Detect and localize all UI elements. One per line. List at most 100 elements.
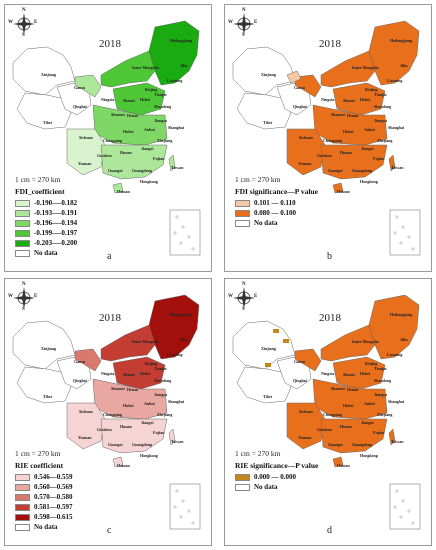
region-south-shape [100,144,168,180]
island-marker [399,515,403,519]
region-label-jiangsu: Jiangsu [374,392,388,397]
region-label-liaoning: Liaoning [387,78,403,83]
region-label-anhui: Anhui [144,401,155,406]
region-tibet-shape [16,92,72,130]
region-label-heilongjiang: Heilongjiang [170,312,193,317]
region-label-yunnan: Yunnan [78,435,92,440]
region-label-henan: Henan [127,113,139,118]
legend-swatch [15,209,30,217]
region-label-hunan: Hunan [120,424,132,429]
legend-swatch [235,219,250,227]
region-label-gansu: Gansu [74,85,86,90]
region-label-hainan: Hainan [337,189,350,194]
region-label-guangdong: Guangdong [352,442,373,447]
region-gansu-shape [74,348,102,372]
region-label-hainan: Hainan [337,463,350,468]
region-label-heilongjiang: Heilongjiang [390,312,413,317]
region-label-yunnan: Yunnan [298,435,312,440]
region-northeast-shape [148,294,200,360]
legend-label: No data [254,219,278,227]
island-marker [175,215,179,219]
region-label-fujian: Fujian [153,156,165,161]
legend-swatch [15,219,30,227]
region-north-shape [332,82,386,116]
region-label-inner_mongolia: Inner Mongolia [352,65,379,70]
year-label: 2018 [99,38,121,50]
legend-swatch [15,483,30,491]
region-label-hebei: Hebei [140,97,150,102]
region-label-hubei: Hubei [123,403,134,408]
legend-label: No data [254,483,278,491]
region-label-yunnan: Yunnan [78,161,92,166]
map-legend: RIE significance—P value 0.000 — 0.000 No … [235,461,318,492]
region-label-guizhou: Guizhou [97,153,112,158]
legend-swatch [15,229,30,237]
region-label-shandong: Shandong [374,378,392,383]
legend-label: -0.203—-0.200 [34,239,78,247]
region-label-yunnan: Yunnan [298,161,312,166]
region-label-jilin: Jilin [400,63,408,68]
region-taiwan-shape [168,154,176,172]
compass-w-label: W [8,294,13,299]
legend-label: 0.598—0.615 [34,513,73,521]
legend-row: -0.199—-0.197 [15,228,77,238]
region-taiwan-shape [168,428,176,446]
island-marker [407,509,411,513]
region-label-xinjiang: Xinjiang [261,346,276,351]
region-label-gansu: Gansu [294,359,306,364]
region-label-liaoning: Liaoning [167,78,183,83]
legend-label: 0.101 — 0.110 [254,199,296,207]
island-marker [187,235,191,239]
region-label-sichuan: Sichuan [299,409,313,414]
region-label-shanghai: Shanghai [388,125,405,130]
legend-swatch [15,503,30,511]
region-label-tibet: Tibet [43,120,53,125]
legend-title: RIE significance—P value [235,461,319,470]
island-marker [179,241,183,245]
island-marker [411,247,415,251]
island-marker [175,489,179,493]
region-inner-mongolia-shape [320,50,376,88]
region-label-guangxi: Guangxi [108,168,123,173]
region-label-ningxia: Ningxia [101,97,115,102]
region-label-tibet: Tibet [263,120,273,125]
region-north-shape [332,356,386,390]
region-northeast-shape [368,294,420,360]
legend-row: 0.598—0.615 [15,512,73,522]
region-label-guangxi: Guangxi [328,168,343,173]
region-label-ningxia: Ningxia [101,371,115,376]
region-label-zhejiang: Zhejiang [157,412,173,417]
region-label-shaanxi: Shaanxi [331,112,345,117]
region-label-guangxi: Guangxi [108,442,123,447]
panel-letter: b [327,251,332,262]
legend-label: No data [34,523,58,531]
region-label-qinghai: Qinghai [293,378,307,383]
legend-swatch [15,473,30,481]
legend-row: -0.193—-0.191 [15,208,77,218]
map-legend: FDI significance—P value 0.101 — 0.110 0.0… [235,187,318,228]
region-label-liaoning: Liaoning [387,352,403,357]
legend-row: -0.203—-0.200 [15,238,77,248]
island-marker [179,515,183,519]
region-southwest-shape [66,128,106,176]
region-label-inner_mongolia: Inner Mongolia [352,339,379,344]
region-label-tibet: Tibet [43,394,53,399]
legend-swatch [15,523,30,531]
region-label-sichuan: Sichuan [79,135,93,140]
legend-label: -0.196—-0.194 [34,219,78,227]
region-label-jiangxi: Jiangxi [141,420,154,425]
legend-row: 0.560—0.569 [15,482,73,492]
compass-s-label: S [242,307,245,312]
island-marker [187,509,191,513]
legend-title: FDI significance—P value [235,187,318,196]
china-map-svg [12,20,201,256]
region-label-jiangxi: Jiangxi [361,420,374,425]
legend-swatch [15,513,30,521]
region-label-fujian: Fujian [153,430,165,435]
legend-swatch [15,199,30,207]
legend-row: 0.101 — 0.110 [235,198,318,208]
region-label-inner_mongolia: Inner Mongolia [132,65,159,70]
panel-letter: d [327,525,332,536]
region-label-taiwan: Taiwan [391,439,404,444]
legend-row: 0.581—0.597 [15,502,73,512]
